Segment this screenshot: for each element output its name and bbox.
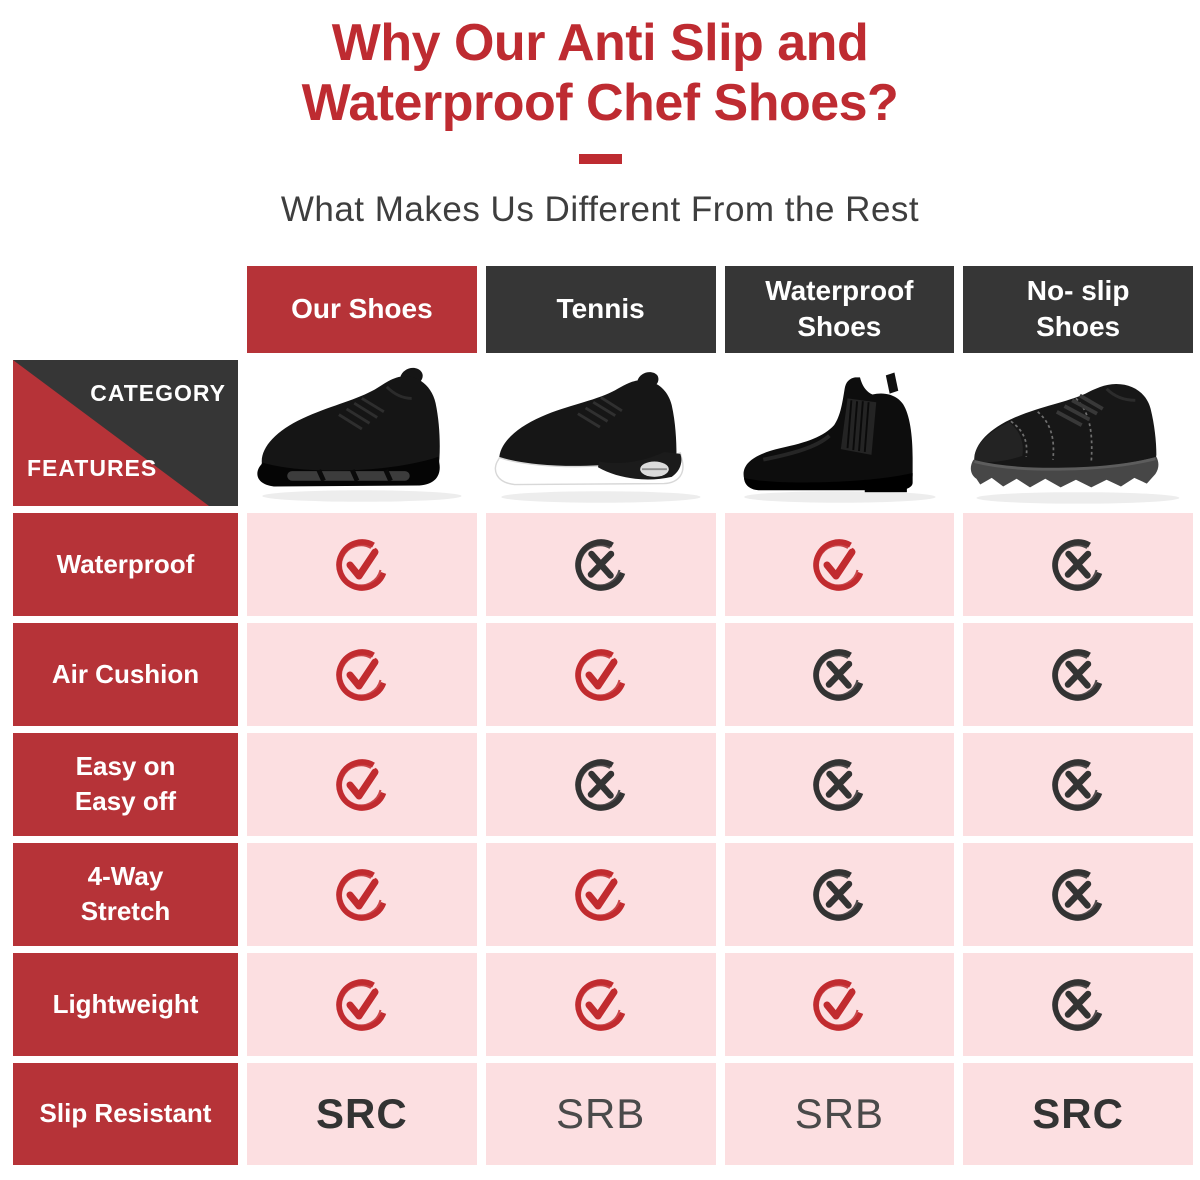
cell-4-way-stretch-waterproof-shoes <box>724 842 955 946</box>
column-header-no-slip-shoes: No- slip Shoes <box>963 265 1193 353</box>
corner-diagonal <box>13 359 209 506</box>
cell-air-cushion-tennis <box>485 622 716 726</box>
cell-4-way-stretch-no-slip-shoes <box>963 842 1193 946</box>
column-header-tennis: Tennis <box>485 265 716 353</box>
rating-value: SRB <box>794 1089 885 1137</box>
our-shoes-sneaker-image <box>257 367 462 502</box>
check-icon <box>574 979 625 1031</box>
cross-icon <box>574 539 625 591</box>
cross-icon <box>813 759 864 811</box>
no-slip-shoe-image <box>971 384 1180 504</box>
cell-lightweight-our-shoes <box>247 952 477 1056</box>
cell-4-way-stretch-our-shoes <box>247 842 477 946</box>
check-icon <box>574 869 625 921</box>
feature-label-air-cushion: Air Cushion <box>13 622 238 726</box>
tennis-sneaker-image <box>494 372 701 503</box>
check-icon <box>336 869 387 921</box>
feature-label-lightweight: Lightweight <box>13 952 238 1056</box>
category-features-corner: CATEGORY FEATURES <box>13 359 238 506</box>
cross-icon <box>1052 759 1103 811</box>
cell-waterproof-no-slip-shoes <box>963 512 1193 616</box>
cross-icon <box>1052 869 1103 921</box>
cross-icon <box>813 869 864 921</box>
check-icon <box>574 649 625 701</box>
cell-4-way-stretch-tennis <box>485 842 716 946</box>
check-icon <box>813 539 864 591</box>
cell-waterproof-waterproof-shoes <box>724 512 955 616</box>
cell-slip-resistant-no-slip-shoes: SRC <box>963 1062 1193 1165</box>
cell-lightweight-tennis <box>485 952 716 1056</box>
cross-icon <box>1052 979 1103 1031</box>
cross-icon <box>813 649 864 701</box>
product-image-cell-waterproof-shoes <box>724 359 955 506</box>
cell-easy-on-easy-off-no-slip-shoes <box>963 732 1193 836</box>
cross-icon <box>1052 539 1103 591</box>
feature-label-waterproof: Waterproof <box>13 512 238 616</box>
column-header-waterproof-shoes: Waterproof Shoes <box>724 265 955 353</box>
check-icon <box>336 759 387 811</box>
comparison-table: Our Shoes Tennis Waterproof Shoes No- slip … <box>13 265 1193 1165</box>
cell-slip-resistant-tennis: SRB <box>485 1062 716 1165</box>
cell-easy-on-easy-off-our-shoes <box>247 732 477 836</box>
cell-lightweight-no-slip-shoes <box>963 952 1193 1056</box>
product-image-cell-our-shoes <box>247 359 477 506</box>
cell-air-cushion-waterproof-shoes <box>724 622 955 726</box>
cross-icon <box>1052 649 1103 701</box>
product-image-cell-tennis <box>485 359 716 506</box>
waterproof-boot-image <box>743 372 936 503</box>
cell-waterproof-tennis <box>485 512 716 616</box>
cell-slip-resistant-our-shoes: SRC <box>247 1062 477 1165</box>
check-icon <box>336 649 387 701</box>
cell-air-cushion-no-slip-shoes <box>963 622 1193 726</box>
feature-label-easy-on-easy-off: Easy on Easy off <box>13 732 238 836</box>
cross-icon <box>574 759 625 811</box>
rating-value: SRB <box>555 1089 646 1137</box>
cell-air-cushion-our-shoes <box>247 622 477 726</box>
column-header-our-shoes: Our Shoes <box>247 265 477 353</box>
page-title: Why Our Anti Slip and Waterproof Chef Sh… <box>301 14 899 132</box>
cell-lightweight-waterproof-shoes <box>724 952 955 1056</box>
feature-label-4-way-stretch: 4-Way Stretch <box>13 842 238 946</box>
rating-value: SRC <box>316 1089 408 1137</box>
feature-label-slip-resistant: Slip Resistant <box>13 1062 238 1165</box>
category-label: CATEGORY <box>90 379 226 406</box>
features-label: FEATURES <box>27 454 158 481</box>
cell-easy-on-easy-off-waterproof-shoes <box>724 732 955 836</box>
cell-easy-on-easy-off-tennis <box>485 732 716 836</box>
hero-section: Why Our Anti Slip and Waterproof Chef Sh… <box>0 0 1200 230</box>
page-subtitle: What Makes Us Different From the Rest <box>280 189 920 229</box>
check-icon <box>336 539 387 591</box>
check-icon <box>336 979 387 1031</box>
table-corner-spacer <box>13 265 238 353</box>
check-icon <box>813 979 864 1031</box>
product-image-cell-no-slip-shoes <box>963 359 1193 506</box>
title-divider <box>578 153 622 164</box>
rating-value: SRC <box>1032 1089 1124 1137</box>
cell-slip-resistant-waterproof-shoes: SRB <box>724 1062 955 1165</box>
cell-waterproof-our-shoes <box>247 512 477 616</box>
